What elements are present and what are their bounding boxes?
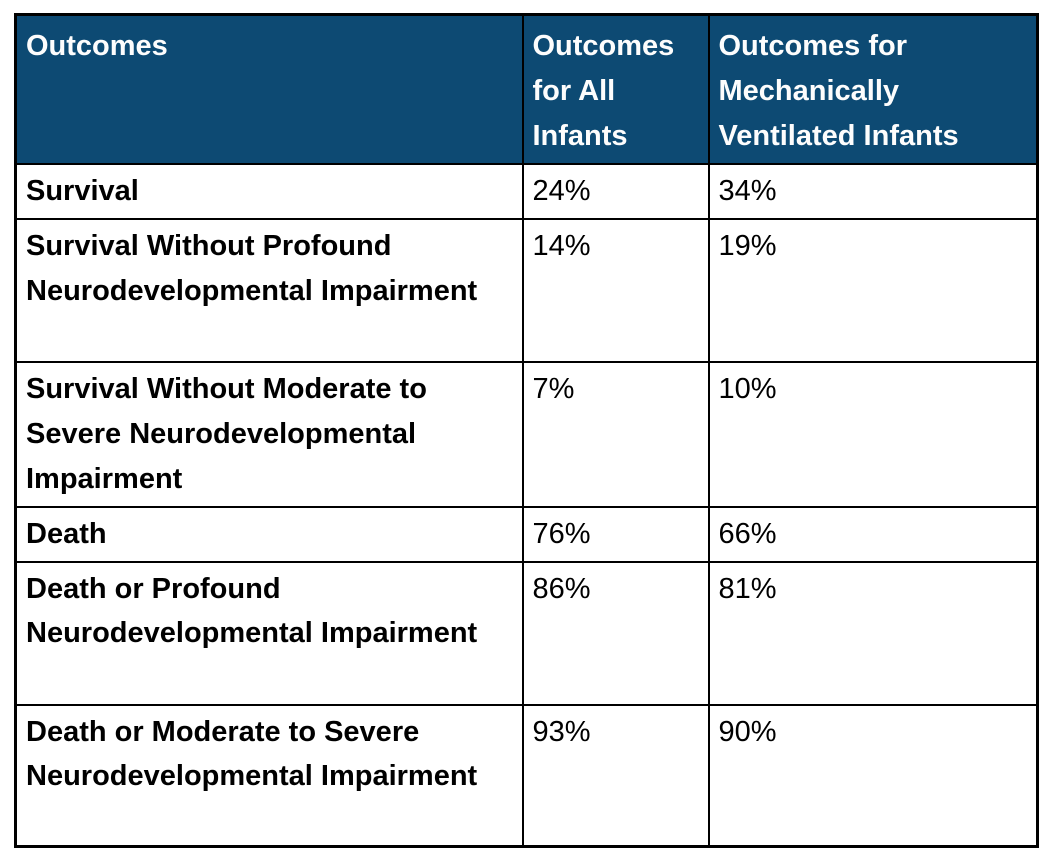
value-all-infants: 93% [521,703,710,848]
value-ventilated-infants: 19% [707,217,1039,363]
column-header-ventilated-infants: Outcomes for Mechanically Ventilated Inf… [707,13,1039,165]
outcomes-table: Outcomes Outcomes for All Infants Outcom… [14,13,1039,848]
table-header-row: Outcomes Outcomes for All Infants Outcom… [14,13,1039,165]
row-label: Survival Without Moderate to Severe Neur… [14,360,524,508]
row-label: Death or Profound Neurodevelopmental Imp… [14,560,524,706]
table-row-survival-without-moderate-severe-ndi: Survival Without Moderate to Severe Neur… [14,360,1039,508]
value-ventilated-infants: 10% [707,360,1039,508]
value-all-infants: 24% [521,162,710,220]
value-ventilated-infants: 81% [707,560,1039,706]
table-row-death: Death 76% 66% [14,505,1039,563]
value-all-infants: 7% [521,360,710,508]
table-row-survival-without-profound-ndi: Survival Without Profound Neurodevelopme… [14,217,1039,363]
table-row-survival: Survival 24% 34% [14,162,1039,220]
row-label: Death or Moderate to Severe Neurodevelop… [14,703,524,848]
row-label: Death [14,505,524,563]
value-ventilated-infants: 90% [707,703,1039,848]
column-header-all-infants: Outcomes for All Infants [521,13,710,165]
value-ventilated-infants: 34% [707,162,1039,220]
column-header-outcomes: Outcomes [14,13,524,165]
table-row-death-or-profound-ndi: Death or Profound Neurodevelopmental Imp… [14,560,1039,706]
table-row-death-or-moderate-severe-ndi: Death or Moderate to Severe Neurodevelop… [14,703,1039,848]
value-all-infants: 76% [521,505,710,563]
row-label: Survival Without Profound Neurodevelopme… [14,217,524,363]
value-ventilated-infants: 66% [707,505,1039,563]
row-label: Survival [14,162,524,220]
value-all-infants: 86% [521,560,710,706]
value-all-infants: 14% [521,217,710,363]
